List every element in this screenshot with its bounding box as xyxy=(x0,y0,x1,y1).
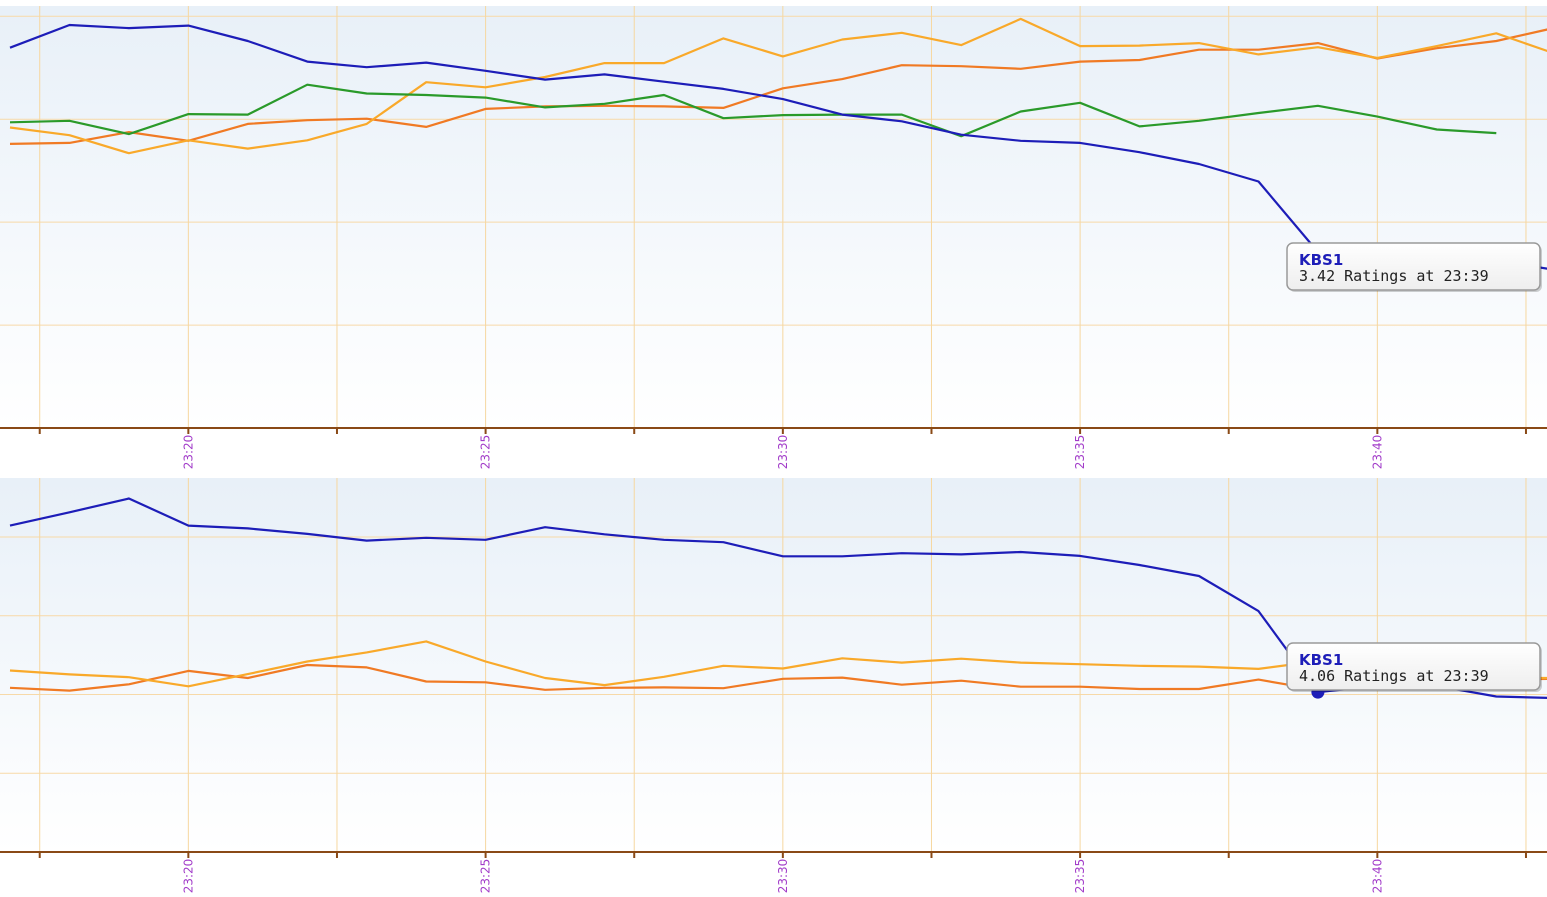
tooltip-box xyxy=(1286,242,1541,291)
tooltip-value-text: 4.06 Ratings at 23:39 xyxy=(1299,667,1489,685)
tooltip-value-text: 3.42 Ratings at 23:39 xyxy=(1299,267,1489,285)
tooltip-series-name: KBS1 xyxy=(1299,651,1343,669)
x-tick-label: 23:30 xyxy=(776,435,790,470)
x-tick-label: 23:35 xyxy=(1073,859,1087,894)
series-line-series-2[interactable] xyxy=(9,28,1547,145)
x-tick-label: 23:30 xyxy=(776,859,790,894)
series-line-kbs1[interactable] xyxy=(9,23,1547,270)
tooltip-series-name: KBS1 xyxy=(1299,251,1343,269)
x-tick-label: 23:40 xyxy=(1370,435,1384,470)
x-tick-label: 23:20 xyxy=(181,435,195,470)
x-tick-label: 23:20 xyxy=(181,859,195,894)
series-line-series-3[interactable] xyxy=(9,17,1547,155)
x-tick-label: 23:25 xyxy=(479,859,493,894)
x-tick-label: 23:40 xyxy=(1370,859,1384,894)
series-line-series-4[interactable] xyxy=(9,83,1497,138)
plot-background xyxy=(0,6,1547,428)
x-tick-label: 23:35 xyxy=(1073,435,1087,470)
x-tick-label: 23:25 xyxy=(479,435,493,470)
tooltip-box xyxy=(1286,642,1541,691)
